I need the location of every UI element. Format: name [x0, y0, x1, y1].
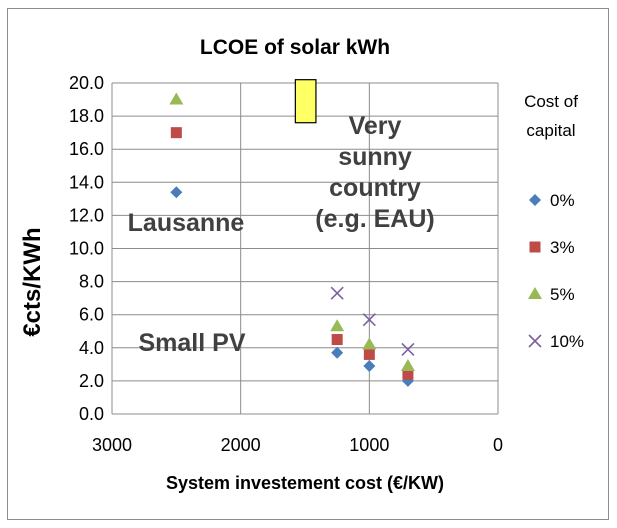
- y-tick-label: 14.0: [69, 172, 104, 192]
- legend-marker: [528, 334, 542, 348]
- grid-layer: [111, 82, 499, 415]
- y-tick-label: 0.0: [79, 404, 104, 424]
- data-point-5pct: [400, 359, 415, 372]
- data-point-3pct: [331, 334, 343, 346]
- data-point-10pct: [362, 313, 376, 327]
- annotation-lausanne: Lausanne: [128, 209, 245, 237]
- annotations: Lausanne Very sunny country (e.g. EAU) Small …: [128, 112, 435, 357]
- annotation-very-sunny: sunny: [338, 143, 412, 171]
- x-tick-label: 3000: [92, 435, 132, 455]
- y-tick-label: 18.0: [69, 106, 104, 126]
- annotation-very-sunny: (e.g. EAU): [315, 205, 434, 233]
- data-point-10pct: [401, 342, 415, 357]
- legend-title: Cost of: [524, 92, 578, 111]
- data-point-3pct: [402, 368, 414, 380]
- y-tick-label: 12.0: [69, 205, 104, 225]
- data-point-0pct: [331, 346, 344, 359]
- legend-title: capital: [526, 121, 575, 140]
- y-axis-label: €cts/KWh: [19, 227, 46, 336]
- legend-marker: [529, 194, 541, 206]
- ticks-layer: 0.0 2.0 4.0 6.0 8.0 10.0 12.0 14.0 16.0 18.0 20.0 3…: [69, 73, 503, 455]
- y-tick-label: 6.0: [79, 305, 104, 325]
- data-point-5pct: [362, 337, 377, 350]
- data-point-5pct: [169, 92, 184, 105]
- x-tick-label: 2000: [221, 435, 261, 455]
- annotation-small-pv: Small PV: [139, 329, 246, 357]
- data-point-5pct: [330, 319, 345, 332]
- data-point-0pct: [363, 360, 376, 373]
- legend-entry: 0%: [550, 191, 575, 210]
- legend-marker: [528, 287, 542, 299]
- y-tick-label: 10.0: [69, 239, 104, 259]
- y-tick-label: 8.0: [79, 272, 104, 292]
- legend: Cost of capital 0% 3% 5% 10%: [524, 92, 584, 351]
- y-tick-label: 4.0: [79, 338, 104, 358]
- annotation-very-sunny: country: [329, 174, 421, 202]
- annotation-very-sunny: Very: [349, 112, 402, 140]
- data-point-10pct: [330, 286, 344, 300]
- chart-title: LCOE of solar kWh: [200, 36, 390, 59]
- legend-entry: 5%: [550, 285, 575, 304]
- legend-entry: 10%: [550, 332, 584, 351]
- points-layer: [169, 92, 415, 387]
- legend-marker: [529, 241, 541, 253]
- y-tick-label: 2.0: [79, 371, 104, 391]
- data-point-3pct: [363, 348, 375, 360]
- y-tick-label: 16.0: [69, 139, 104, 159]
- x-tick-label: 0: [493, 435, 503, 455]
- legend-entry: 3%: [550, 238, 575, 257]
- data-point-3pct: [170, 127, 182, 139]
- highlight-box: [294, 79, 317, 124]
- data-point-0pct: [170, 186, 183, 199]
- highlight-layer: [294, 79, 317, 124]
- y-tick-label: 20.0: [69, 73, 104, 93]
- x-axis-label: System investement cost (€/KW): [166, 473, 444, 493]
- x-tick-label: 1000: [349, 435, 389, 455]
